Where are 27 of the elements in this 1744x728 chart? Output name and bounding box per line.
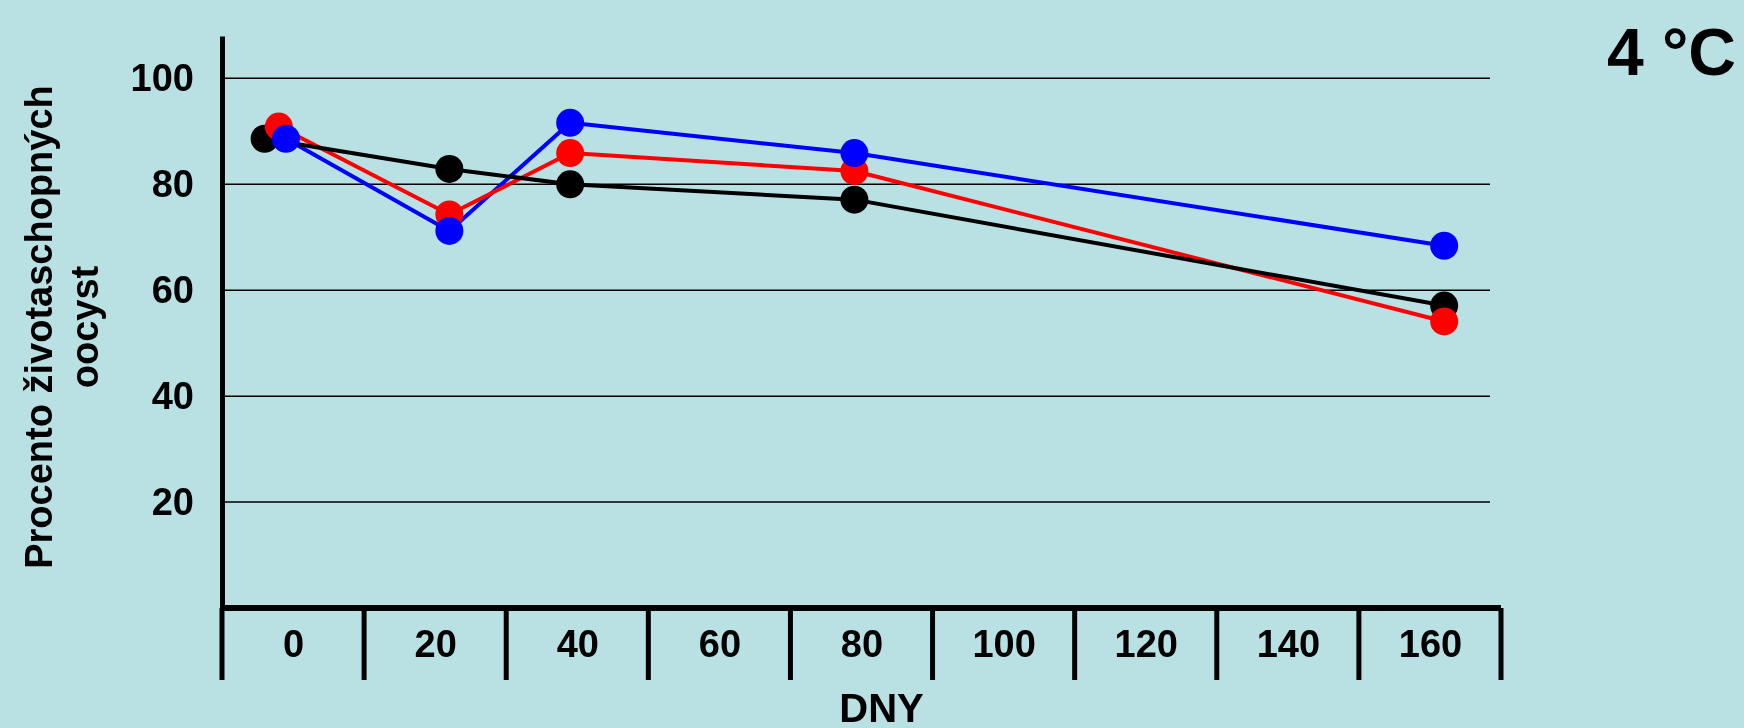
text: 4 °C [1606,15,1736,89]
y-tick-label: 60 [151,268,194,311]
y-tick-label: 80 [151,162,194,205]
point [556,108,585,137]
x-tick-label: 20 [414,622,457,665]
point [840,139,869,168]
x-tick-label: 120 [1114,622,1178,665]
point [556,139,585,168]
y-tick-label: 100 [130,57,194,100]
point [435,216,464,245]
point [1430,307,1459,336]
x-tick-label: 40 [556,622,599,665]
point [556,170,585,199]
x-tick-label: 100 [972,622,1036,665]
x-tick-label: 160 [1398,622,1463,665]
x-tick-label: 140 [1256,622,1321,665]
point [1430,231,1459,260]
x-tick-label: 60 [698,622,742,665]
y-tick-label: 40 [151,374,194,417]
x-tick-label: 0 [282,622,305,665]
x-tick-label: 80 [840,622,884,665]
x-axis-title: DNY [839,686,925,728]
y-tick-label: 20 [151,480,194,523]
point [840,185,869,214]
point [271,124,300,153]
y-axis-title: Procento životaschopných oocyst [18,85,106,569]
point [435,154,464,183]
